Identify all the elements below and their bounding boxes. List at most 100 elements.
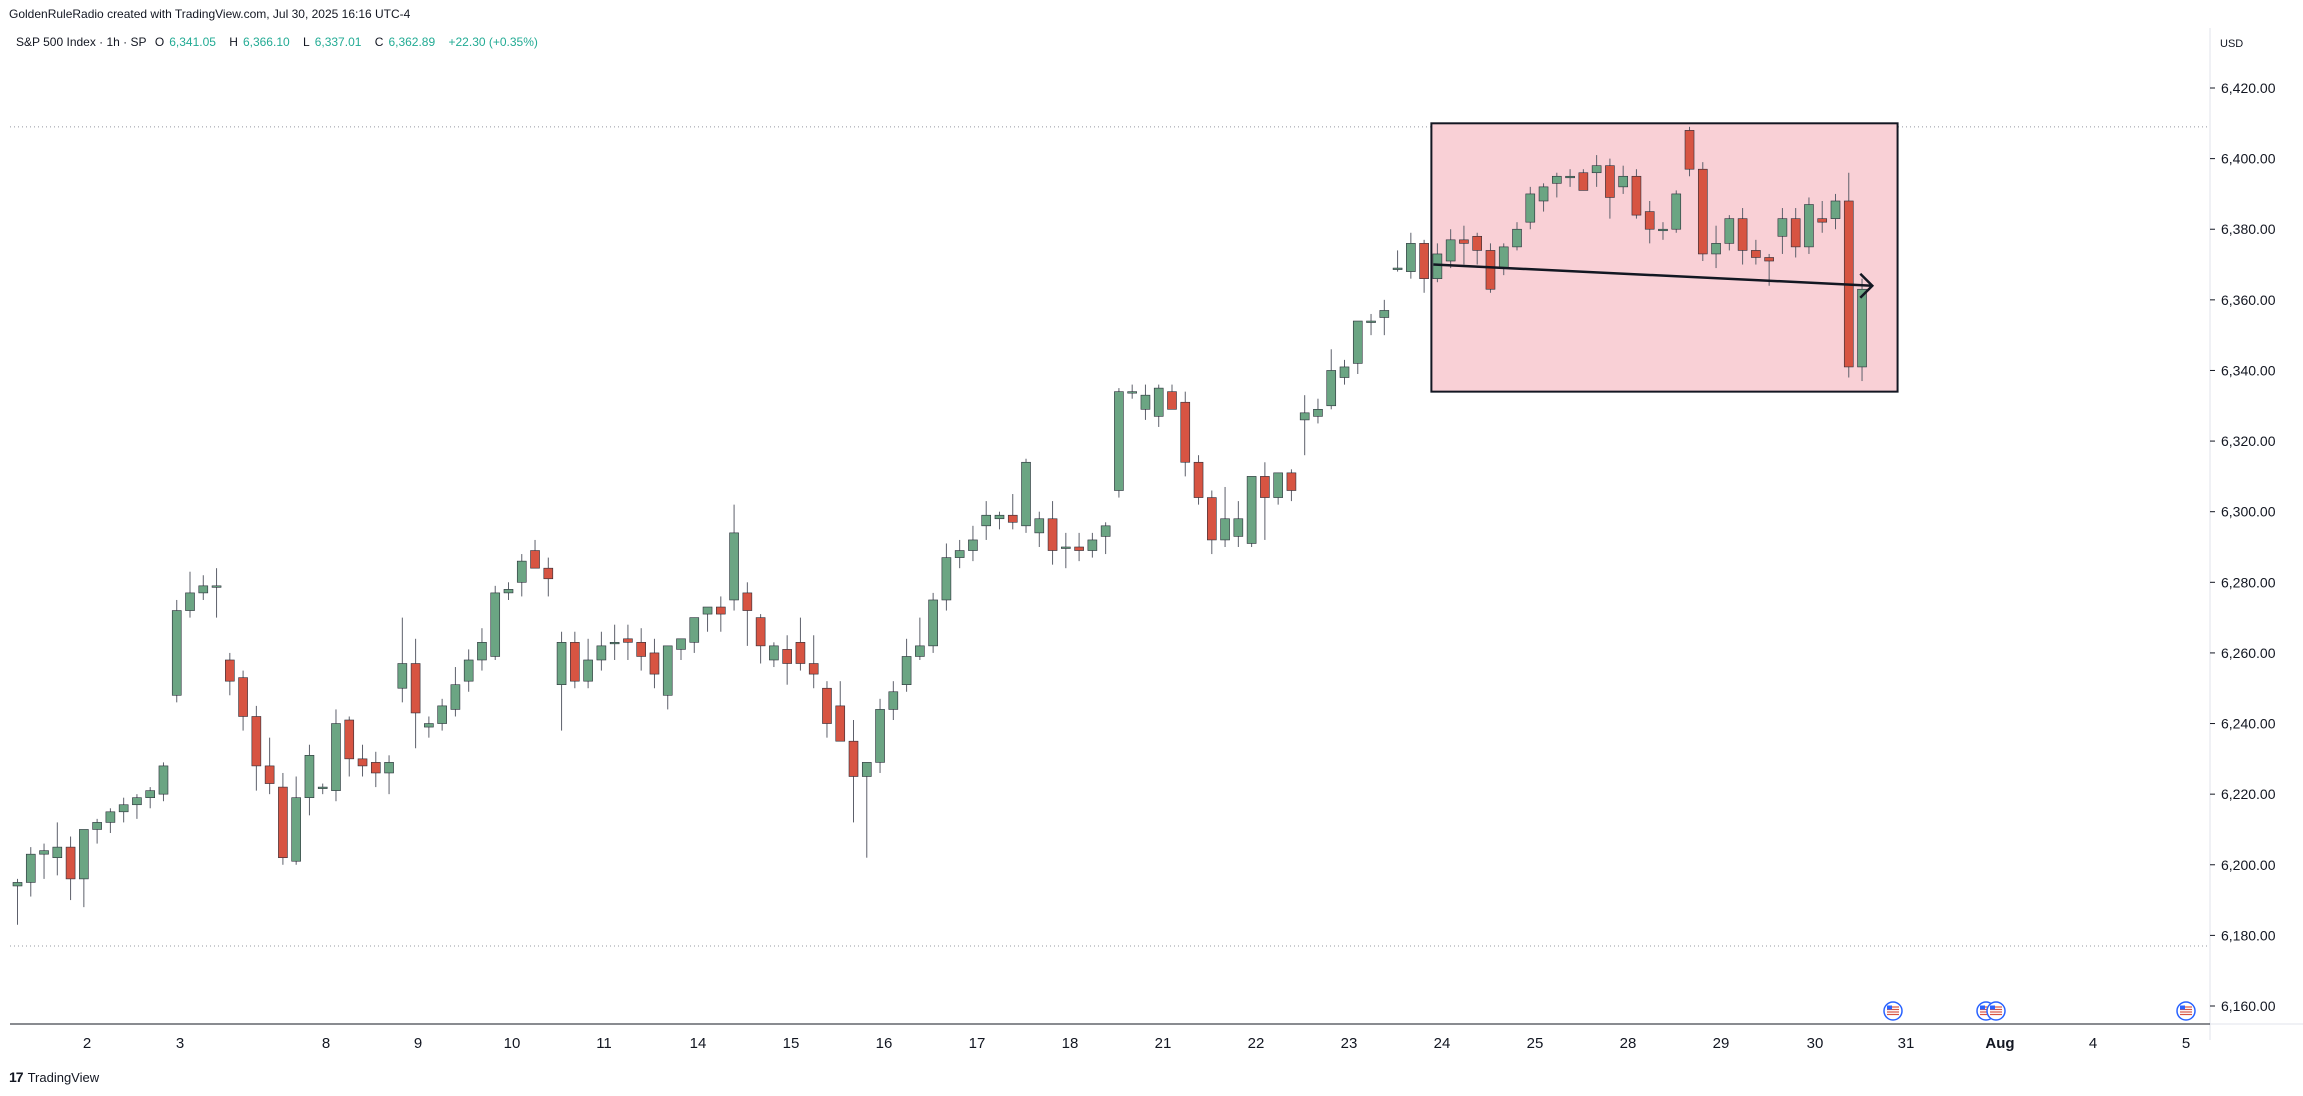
candle-body-up [304, 755, 315, 798]
time-tick-label: 22 [1248, 1035, 1265, 1052]
annotation-box[interactable] [1430, 122, 1899, 393]
candle-body-up [1140, 394, 1151, 410]
candle-body-up [198, 585, 209, 594]
candle-body-down [357, 758, 368, 767]
candle-body-up [1804, 204, 1814, 248]
candle-body-down [410, 663, 421, 714]
price-tick-label: 6,180.00 [2221, 927, 2276, 943]
arrow-shaft [1433, 263, 1873, 287]
candle-body-down [1180, 401, 1191, 463]
candle-body-up [52, 846, 63, 859]
candle-body-up [477, 642, 487, 661]
ohlc-low: L 6,337.01 [303, 35, 362, 49]
candle-body-down [716, 606, 726, 615]
symbol-title: S&P 500 Index · 1h · SP [16, 35, 147, 49]
candle-body-up [1857, 288, 1867, 368]
candle-body-down [848, 740, 859, 777]
candle-body-up [981, 514, 992, 527]
candle-body-up [145, 790, 155, 798]
candle-body-down [1472, 235, 1482, 251]
price-tick-label: 6,300.00 [2221, 504, 2276, 520]
candle-body-down [1419, 243, 1429, 279]
candle-body-down [530, 550, 540, 569]
candle-body-up [397, 663, 408, 689]
candle-body-up [79, 829, 89, 880]
price-tick-label: 6,420.00 [2221, 80, 2276, 96]
candle-body-up [1153, 387, 1164, 417]
annotation-arrow[interactable] [1433, 263, 1875, 299]
time-tick-label: 28 [1620, 1035, 1637, 1052]
candle-body-up [1525, 193, 1536, 223]
candle-body-down [623, 638, 633, 643]
ohlc-high: H 6,366.10 [229, 35, 290, 49]
candle-body-up [1352, 320, 1363, 364]
time-tick-label: 23 [1341, 1035, 1358, 1052]
candle-body-down [1193, 461, 1204, 498]
flag-field [2180, 1006, 2192, 1015]
time-tick-label: 8 [322, 1035, 330, 1052]
candle-body-up [1618, 175, 1628, 188]
candle-body-down [543, 567, 554, 580]
candle-body-up [1021, 461, 1031, 527]
candle-body-up [463, 659, 474, 682]
candle-body-up [12, 882, 23, 887]
candle-body-up [1100, 525, 1111, 537]
candle-body-up [25, 853, 36, 883]
price-tick-label: 6,380.00 [2221, 221, 2276, 237]
candle-body-up [1034, 518, 1045, 534]
candle-body-up [1273, 472, 1283, 498]
price-tick-label: 6,400.00 [2221, 151, 2276, 167]
price-tick-label: 6,320.00 [2221, 433, 2276, 449]
candle-body-up [1233, 518, 1244, 537]
candle-body-down [795, 642, 806, 664]
candle-body-up [132, 797, 142, 806]
candle-body-up [1061, 546, 1071, 549]
candle-body-down [1790, 218, 1801, 248]
price-axis[interactable]: 6,160.00 6,180.00 6,200.00 6,220.00 6,240.00… [2210, 80, 2276, 1014]
time-axis[interactable]: 2 3 8 9 10 11 14 15 16 17 18 21 22 23 24 25 28 29 30 31 Aug 4… [83, 1035, 2190, 1052]
candle-body-up [1379, 310, 1390, 318]
candle-body-up [1671, 193, 1682, 230]
candle-body-up [1591, 165, 1602, 174]
candle-body-up [1114, 391, 1124, 491]
candle-body-up [556, 642, 567, 685]
candle-body-up [424, 723, 434, 728]
ohlc-open: O 6,341.05 [154, 35, 216, 49]
time-tick-label: 16 [876, 1035, 893, 1052]
time-tick-label: 30 [1807, 1035, 1824, 1052]
candle-body-down [1074, 546, 1084, 551]
candle-body-up [1498, 246, 1509, 269]
candle-body-up [689, 617, 700, 643]
candle-body-up [92, 822, 102, 830]
symbol-legend[interactable]: S&P 500 Index · 1h · SP O 6,341.05 H 6,366… [16, 35, 548, 49]
price-tick-label: 6,340.00 [2221, 362, 2276, 378]
candle-body-down [649, 652, 660, 675]
candle-body-up [769, 645, 779, 661]
time-tick-label: 11 [596, 1035, 612, 1052]
candle-body-down [1167, 391, 1177, 410]
time-tick-label: Aug [1985, 1035, 2014, 1052]
candle-body-down [1737, 218, 1748, 251]
tradingview-logo[interactable]: 17 TradingView [9, 1069, 99, 1085]
time-tick-label: 2 [83, 1035, 91, 1052]
arrow-head [1859, 272, 1875, 299]
candle-body-up [928, 599, 938, 647]
event-markers [1883, 1001, 2196, 1021]
candle-body-up [596, 645, 607, 661]
candle-body-up [1538, 186, 1549, 202]
candle-body-up [1724, 218, 1735, 244]
candle-body-down [370, 762, 381, 774]
candle-body-up [185, 592, 195, 611]
candle-body-up [1326, 370, 1337, 407]
candle-body-down [1485, 250, 1496, 290]
candles [12, 126, 1867, 925]
candle-body-down [1207, 497, 1217, 541]
candle-body-up [1366, 320, 1376, 323]
flag-canton [2180, 1005, 2185, 1010]
candle-body-up [1777, 218, 1788, 237]
candle-body-down [822, 687, 832, 724]
candle-body-up [291, 797, 301, 862]
candle-body-up [875, 709, 885, 763]
time-tick-label: 9 [414, 1035, 422, 1052]
